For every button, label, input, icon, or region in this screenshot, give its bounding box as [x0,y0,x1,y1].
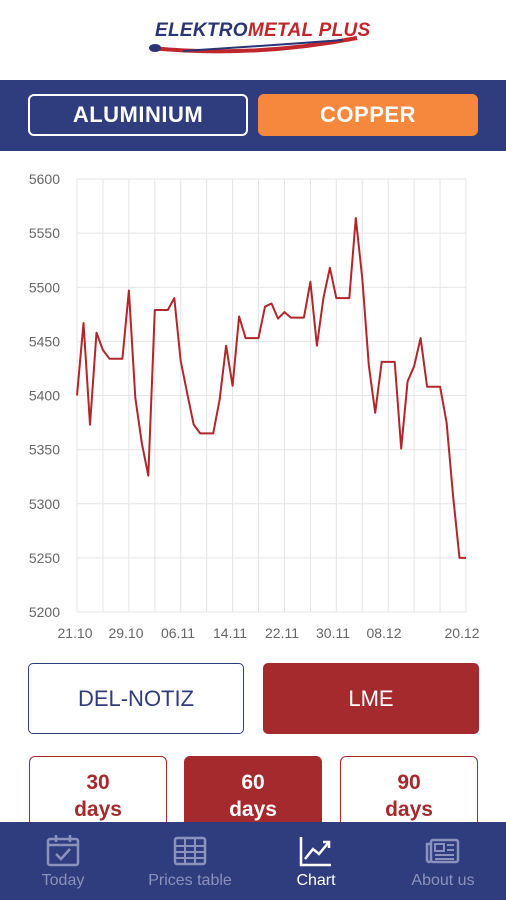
range-unit: days [74,798,122,821]
y-tick-label: 5450 [29,333,60,349]
x-tick-label: 30.11 [316,625,350,641]
y-tick-label: 5550 [29,225,60,241]
bottom-navigation: Today Prices table Chart Abo [0,822,506,900]
table-icon [173,836,207,866]
y-tick-label: 5600 [29,171,60,187]
y-tick-label: 5300 [29,496,60,512]
chart-line-icon [299,837,331,867]
calendar-check-icon [46,835,80,867]
nav-label: Chart [296,872,336,889]
x-tick-label: 29.10 [108,625,143,641]
lme-button[interactable]: LME [263,663,479,734]
nav-today[interactable]: Today [0,822,126,900]
x-tick-label: 22.11 [265,625,299,641]
x-tick-label: 14.11 [213,625,247,641]
nav-label: About us [411,872,475,889]
x-tick-label: 08.12 [366,625,401,641]
metal-selector: ALUMINIUM COPPER [0,80,506,151]
range-value: 90 [397,771,421,794]
del-notiz-button[interactable]: DEL-NOTIZ [28,663,244,734]
y-tick-label: 5200 [29,604,60,620]
price-chart-svg: 5600 5550 5500 5450 5400 5350 5300 5250 5200 21.1… [29,171,480,641]
x-tick-label: 06.11 [161,625,195,641]
range-value: 30 [86,771,110,794]
nav-prices-table[interactable]: Prices table [127,822,253,900]
x-tick-label: 21.10 [57,625,92,641]
aluminium-tab[interactable]: ALUMINIUM [28,94,248,136]
app-header: ELEKTROMETAL PLUS [0,0,506,80]
brand-logo: ELEKTROMETAL PLUS [143,18,370,60]
x-tick-label: 20.12 [444,625,479,641]
nav-label: Today [41,872,85,889]
price-series-line [76,217,466,559]
newspaper-icon [425,838,460,864]
range-unit: days [229,798,277,821]
logo-swoosh-icon [149,36,358,54]
y-tick-label: 5250 [29,550,60,566]
y-tick-label: 5350 [29,442,60,458]
brand-name: ELEKTROMETAL PLUS [155,20,371,41]
range-unit: days [385,798,433,821]
nav-label: Prices table [148,872,232,889]
nav-about-us[interactable]: About us [380,822,506,900]
y-tick-label: 5500 [29,279,60,295]
range-value: 60 [241,771,265,794]
price-chart: 5600 5550 5500 5450 5400 5350 5300 5250 5200 21.1… [0,151,506,651]
y-tick-label: 5400 [29,388,60,404]
nav-chart[interactable]: Chart [253,822,379,900]
copper-tab[interactable]: COPPER [258,94,478,136]
